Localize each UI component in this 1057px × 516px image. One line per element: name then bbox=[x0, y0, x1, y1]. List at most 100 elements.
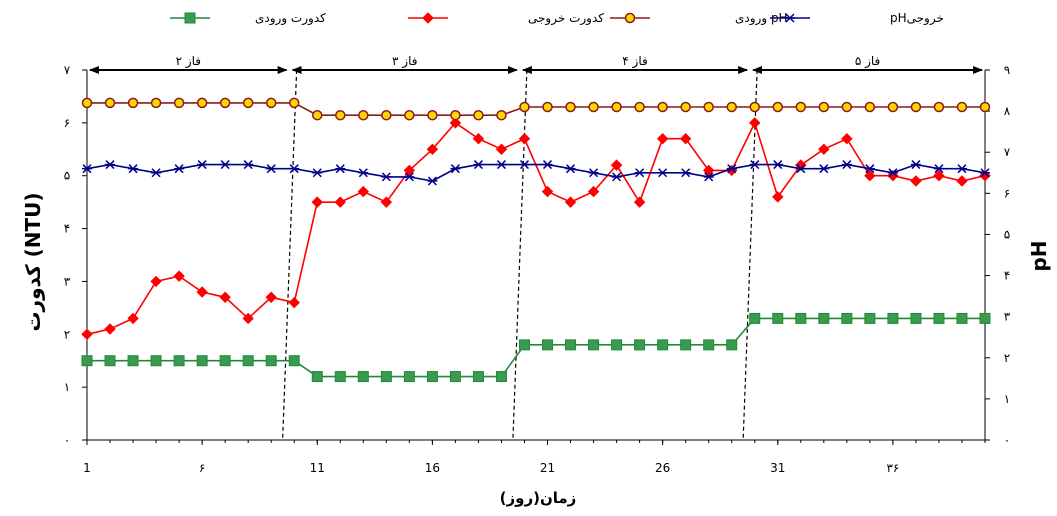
legend-label: کدورت خروجی bbox=[528, 11, 604, 26]
series bbox=[81, 97, 991, 383]
phase-label: فاز ۲ bbox=[176, 54, 201, 69]
data-point bbox=[980, 168, 990, 178]
data-point bbox=[795, 101, 807, 113]
data-point bbox=[519, 101, 530, 113]
data-point bbox=[128, 164, 139, 174]
data-point bbox=[473, 160, 484, 170]
data-point bbox=[265, 355, 277, 367]
phase-label: فاز ۵ bbox=[855, 54, 880, 69]
data-point bbox=[82, 164, 92, 174]
data-point bbox=[265, 291, 277, 303]
data-point bbox=[726, 339, 738, 351]
phase-divider bbox=[282, 69, 298, 441]
data-point bbox=[864, 312, 876, 324]
data-point bbox=[933, 312, 945, 324]
data-point bbox=[587, 185, 600, 198]
data-point bbox=[357, 371, 369, 383]
y-tick-label: ۵ bbox=[64, 169, 70, 183]
data-point bbox=[518, 133, 531, 145]
y2-tick-label: ۴ bbox=[1004, 269, 1010, 283]
data-point bbox=[150, 355, 162, 367]
data-point bbox=[289, 164, 300, 174]
data-point bbox=[472, 133, 485, 145]
series-4 bbox=[82, 160, 990, 186]
data-point bbox=[288, 97, 300, 109]
data-point bbox=[726, 164, 737, 174]
data-point bbox=[864, 101, 876, 113]
data-point bbox=[427, 176, 438, 186]
data-point bbox=[887, 312, 899, 324]
data-point bbox=[634, 339, 646, 351]
data-point bbox=[450, 164, 461, 174]
data-point bbox=[104, 355, 116, 367]
y-tick-label: ۰ bbox=[64, 433, 70, 447]
x-tick-label: 11 bbox=[310, 461, 325, 475]
y2-tick-label: ۰ bbox=[1004, 433, 1010, 447]
data-point bbox=[795, 312, 807, 324]
data-point bbox=[266, 164, 277, 174]
data-point bbox=[702, 164, 715, 177]
data-point bbox=[173, 97, 185, 109]
data-point bbox=[841, 133, 853, 145]
data-point bbox=[173, 270, 185, 282]
data-point bbox=[726, 101, 737, 113]
data-point bbox=[242, 97, 254, 109]
data-point bbox=[956, 164, 967, 174]
data-point bbox=[288, 355, 300, 367]
data-point bbox=[657, 168, 668, 178]
legend-label: کدورت ورودی bbox=[255, 11, 326, 26]
data-point bbox=[956, 175, 968, 187]
data-point bbox=[288, 296, 300, 309]
data-point bbox=[910, 312, 922, 324]
x-tick-label: 26 bbox=[655, 461, 670, 475]
data-point bbox=[680, 101, 691, 113]
legend: کدورت ورودی کدورت خروجی ورودی pH pHخروجی bbox=[170, 11, 944, 26]
data-point bbox=[243, 160, 254, 170]
data-point bbox=[979, 170, 991, 182]
data-point bbox=[864, 170, 876, 182]
x-tick-label: 31 bbox=[770, 461, 785, 475]
y2-tick-label: ۲ bbox=[1004, 351, 1010, 365]
data-point bbox=[749, 160, 760, 170]
series-3 bbox=[81, 97, 991, 121]
data-point bbox=[81, 97, 93, 109]
data-point bbox=[656, 133, 669, 145]
data-point bbox=[496, 160, 507, 170]
data-point bbox=[358, 168, 369, 178]
data-point bbox=[104, 323, 116, 335]
legend-label: ورودی pH bbox=[735, 11, 788, 26]
data-point bbox=[380, 196, 393, 208]
data-point bbox=[334, 196, 346, 208]
series-line bbox=[87, 102, 985, 117]
series-2 bbox=[81, 117, 991, 340]
data-point bbox=[127, 97, 139, 109]
data-point bbox=[772, 312, 784, 324]
data-point bbox=[196, 355, 208, 367]
data-point bbox=[127, 312, 139, 325]
data-point bbox=[680, 339, 692, 351]
data-point bbox=[624, 12, 636, 24]
data-point bbox=[772, 160, 783, 170]
data-point bbox=[611, 339, 623, 351]
data-point bbox=[219, 291, 231, 303]
legend-item: ورودی pH bbox=[610, 11, 788, 26]
series-1 bbox=[81, 312, 991, 383]
data-point bbox=[104, 97, 116, 109]
data-point bbox=[427, 109, 438, 121]
data-point bbox=[542, 101, 553, 113]
data-point bbox=[450, 109, 461, 121]
data-point bbox=[910, 101, 922, 113]
data-point bbox=[864, 164, 875, 174]
data-point bbox=[496, 109, 507, 121]
axis-labels: زمان(روز) کدورت (NTU) pH bbox=[21, 192, 1051, 507]
data-point bbox=[841, 160, 852, 170]
data-point bbox=[184, 12, 196, 24]
data-point bbox=[611, 101, 622, 113]
data-point bbox=[196, 97, 208, 109]
data-point bbox=[772, 191, 784, 203]
data-point bbox=[795, 164, 806, 174]
legend-item: pHخروجی bbox=[770, 11, 944, 26]
data-point bbox=[495, 371, 507, 383]
data-point bbox=[542, 160, 553, 170]
